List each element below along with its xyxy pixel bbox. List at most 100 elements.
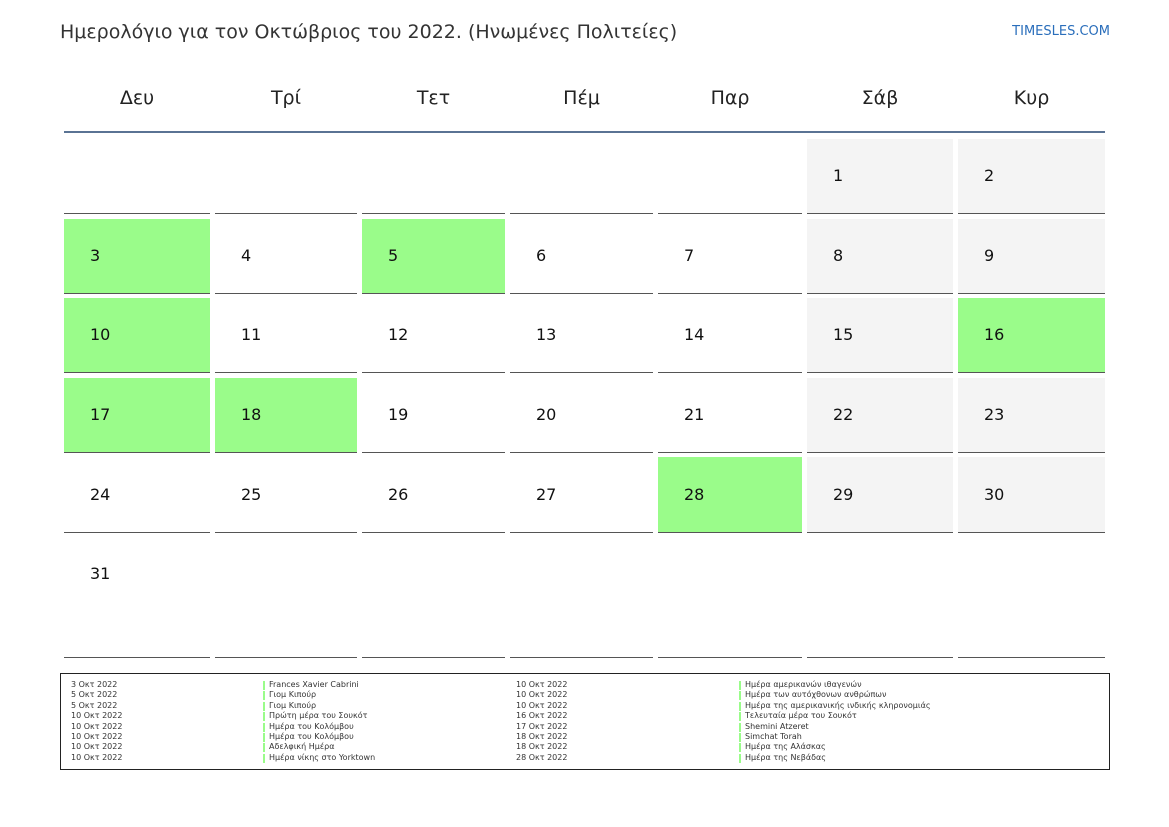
holiday-name: Γιομ Κιπούρ: [269, 690, 317, 700]
day-cell: [510, 139, 653, 214]
day-cell: [658, 298, 802, 373]
holiday-name: Αδελφική Ημέρα: [269, 742, 335, 752]
holiday-marker: [739, 681, 741, 690]
title: Ημερολόγιο για τον Οκτώβριος του 2022. (…: [60, 21, 678, 43]
day-cell: [807, 219, 953, 294]
holiday-name: Simchat Torah: [745, 732, 802, 741]
day-number: 18: [241, 405, 262, 424]
holiday-date: 10 Οκτ 2022: [516, 700, 568, 710]
day-number: 16: [984, 325, 1005, 344]
holiday-marker: [263, 691, 265, 701]
holiday-name: Ημέρα των αυτόχθονων ανθρώπων: [745, 690, 887, 700]
day-cell: [958, 537, 1105, 658]
holiday-name: Ημέρα της αμερικανικής ινδικής κληρονομι…: [745, 700, 931, 710]
holiday-marker: [263, 733, 265, 742]
day-number: 20: [536, 405, 557, 424]
weekday: Πέμ: [563, 87, 600, 109]
holiday-marker: [263, 701, 265, 711]
day-cell: [64, 219, 210, 294]
day-cell: [215, 139, 357, 214]
day-number: 2: [984, 166, 995, 185]
holiday-date: 10 Οκτ 2022: [516, 690, 568, 700]
holiday-marker: [739, 691, 741, 701]
day-number: 8: [833, 246, 844, 265]
holiday-date: 3 Οκτ 2022: [71, 680, 118, 689]
holiday-marker: [739, 733, 741, 742]
holiday-date: 16 Οκτ 2022: [516, 711, 568, 721]
holiday-marker: [739, 753, 741, 763]
day-cell: [64, 298, 210, 373]
day-cell: [958, 378, 1105, 453]
holiday-marker: [263, 743, 265, 753]
day-number: 21: [684, 405, 705, 424]
day-cell: [510, 219, 653, 294]
holiday-date: 5 Οκτ 2022: [71, 690, 118, 700]
day-number: 7: [684, 246, 695, 265]
day-cell: [510, 457, 653, 533]
holiday-marker: [263, 753, 265, 763]
day-number: 25: [241, 484, 262, 504]
day-cell: [807, 457, 953, 533]
day-number: 3: [90, 246, 101, 265]
holiday-name: Shemini Atzeret: [745, 721, 809, 731]
day-number: 28: [684, 484, 705, 504]
holiday-marker: [263, 681, 265, 690]
header-rule: [64, 131, 1105, 133]
holiday-name: Ημέρα της Νεβάδας: [745, 752, 826, 762]
weekday: Κυρ: [1013, 87, 1050, 109]
weekday: Παρ: [710, 87, 750, 109]
day-cell: [658, 537, 802, 658]
day-number: 12: [388, 325, 409, 344]
holiday-name: Γιομ Κιπούρ: [269, 700, 317, 710]
holiday-date: 10 Οκτ 2022: [71, 732, 123, 741]
day-cell: [510, 378, 653, 453]
holiday-marker: [263, 722, 265, 732]
day-number: 6: [536, 246, 547, 265]
day-number: 26: [388, 484, 409, 504]
holiday-date: 17 Οκτ 2022: [516, 721, 568, 731]
day-cell: [215, 537, 357, 658]
day-cell: [658, 378, 802, 453]
day-cell: [362, 378, 505, 453]
day-cell: [658, 139, 802, 214]
day-number: 23: [984, 405, 1005, 424]
day-number: 14: [684, 325, 705, 344]
day-cell: [362, 457, 505, 533]
holiday-name: Τελευταία μέρα του Σουκότ: [745, 711, 857, 721]
day-cell: [510, 537, 653, 658]
holiday-date: 28 Οκτ 2022: [516, 752, 568, 762]
holiday-date: 18 Οκτ 2022: [516, 732, 568, 741]
day-cell: [64, 378, 210, 453]
holiday-date: 10 Οκτ 2022: [71, 711, 123, 721]
holiday-name: Frances Xavier Cabrini: [269, 680, 359, 689]
day-number: 27: [536, 484, 557, 504]
holiday-name: Ημέρα του Κολόμβου: [269, 732, 354, 741]
day-number: 17: [90, 405, 111, 424]
weekday: Τετ: [416, 87, 451, 109]
day-cell: [362, 219, 505, 294]
holiday-name: Ημέρα αμερικανών ιθαγενών: [745, 680, 862, 689]
holiday-name: Ημέρα νίκης στο Yorktown: [269, 752, 376, 762]
holiday-date: 10 Οκτ 2022: [71, 721, 123, 731]
day-cell: [215, 378, 357, 453]
holiday-date: 5 Οκτ 2022: [71, 700, 118, 710]
day-cell: [510, 298, 653, 373]
day-number: 15: [833, 325, 854, 344]
day-cell: [807, 378, 953, 453]
day-cell: [658, 457, 802, 533]
day-number: 1: [833, 166, 844, 185]
day-cell: [807, 298, 953, 373]
holiday-box: [60, 673, 1110, 770]
day-cell: [807, 537, 953, 658]
holiday-name: Πρώτη μέρα του Σουκότ: [269, 711, 368, 721]
day-cell: [64, 139, 210, 214]
weekday: Δευ: [119, 87, 155, 109]
site-link[interactable]: TIMESLES.COM: [1012, 24, 1110, 39]
day-number: 30: [984, 484, 1005, 504]
day-cell: [215, 219, 357, 294]
day-number: 10: [90, 325, 111, 344]
holiday-name: Ημέρα της Αλάσκας: [745, 742, 826, 752]
day-cell: [958, 219, 1105, 294]
day-number: 19: [388, 405, 409, 424]
day-number: 9: [984, 246, 995, 265]
